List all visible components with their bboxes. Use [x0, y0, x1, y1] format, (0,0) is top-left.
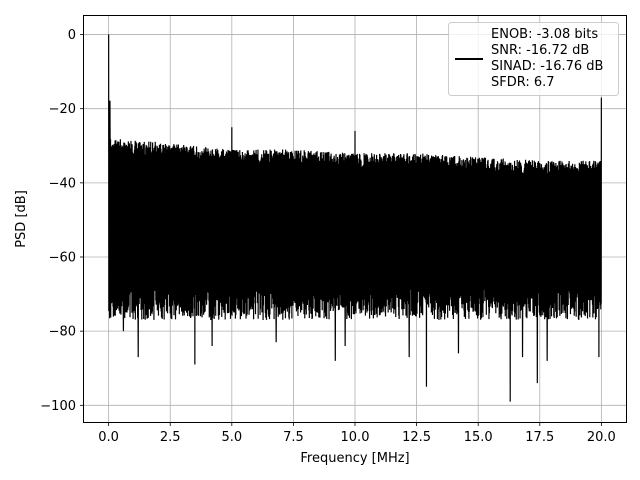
x-axis-label: Frequency [MHz] — [300, 451, 409, 466]
axis-ticks: 0.0 2.5 5.0 7.5 10.0 12.5 15.0 17.5 20.0 0 −20 −40 −… — [40, 28, 616, 445]
x-tick-label: 7.5 — [283, 430, 304, 445]
x-tick-label: 0.0 — [98, 430, 119, 445]
legend-box — [448, 22, 619, 96]
x-tick-label: 5.0 — [221, 430, 242, 445]
x-tick-label: 2.5 — [160, 430, 181, 445]
legend: ENOB: -3.08 bits SNR: -16.72 dB SINAD: -16… — [448, 22, 619, 96]
y-tick-label: 0 — [68, 28, 76, 43]
y-tick-label: −20 — [49, 102, 76, 117]
axes-frame — [83, 15, 627, 423]
y-tick-label: −60 — [49, 251, 76, 266]
legend-label-line: SNR: -16.72 dB — [491, 43, 589, 58]
x-tick-label: 10.0 — [341, 430, 370, 445]
series-layer — [108, 34, 602, 402]
x-tick-label: 20.0 — [587, 430, 616, 445]
x-tick-label: 17.5 — [525, 430, 554, 445]
legend-label: ENOB: -3.08 bits SNR: -16.72 dB SINAD: -16… — [491, 27, 603, 90]
y-tick-label: −80 — [49, 325, 76, 340]
legend-label-line: SINAD: -16.76 dB — [491, 59, 603, 74]
y-tick-label: −100 — [40, 399, 76, 414]
legend-label-line: ENOB: -3.08 bits — [491, 27, 598, 42]
x-tick-label: 12.5 — [402, 430, 431, 445]
legend-label-line: SFDR: 6.7 — [491, 75, 555, 90]
y-tick-label: −40 — [49, 176, 76, 191]
y-axis-label: PSD [dB] — [14, 190, 29, 248]
psd-series-line — [108, 34, 602, 402]
x-tick-label: 15.0 — [464, 430, 493, 445]
